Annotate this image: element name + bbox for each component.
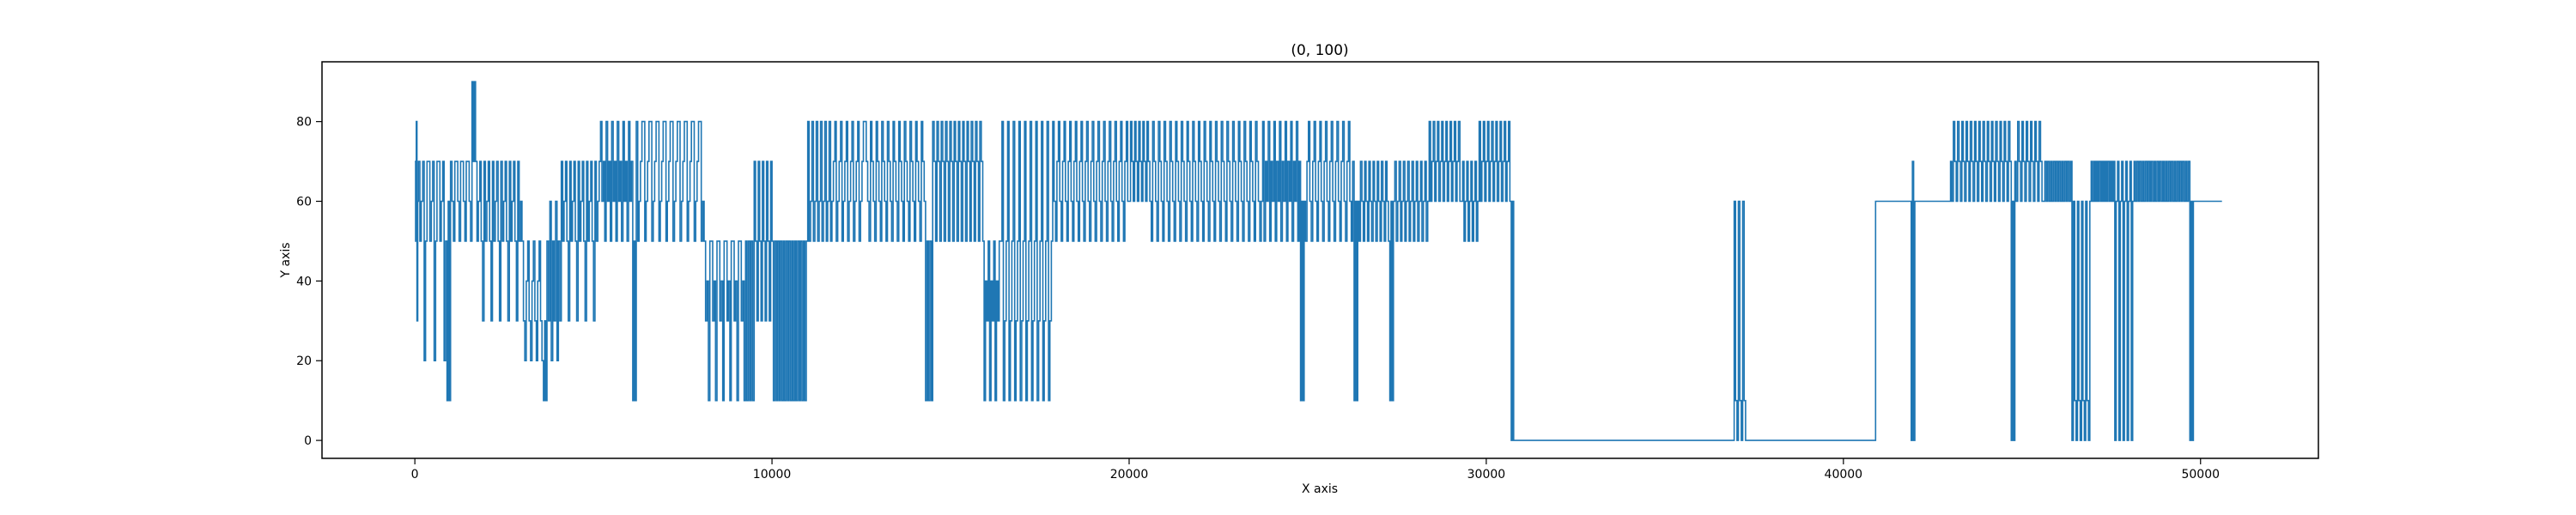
x-axis-ticks: 0 10000 20000 30000 40000 50000 bbox=[411, 458, 2220, 482]
y-tick-label: 60 bbox=[296, 196, 312, 209]
chart-title: (0, 100) bbox=[1291, 42, 1348, 59]
plot-frame bbox=[321, 61, 2319, 459]
y-tick-label: 40 bbox=[296, 275, 312, 288]
x-axis-label: X axis bbox=[1302, 482, 1338, 496]
y-tick-label: 80 bbox=[296, 116, 312, 130]
x-tick-label: 30000 bbox=[1467, 468, 1506, 482]
y-tick-label: 0 bbox=[304, 434, 312, 448]
y-axis-label: Y axis bbox=[279, 242, 293, 278]
x-tick-label: 50000 bbox=[2181, 468, 2220, 482]
x-tick-label: 20000 bbox=[1110, 468, 1149, 482]
x-tick-label: 10000 bbox=[753, 468, 792, 482]
series-line bbox=[415, 81, 2222, 441]
data-series bbox=[415, 81, 2222, 441]
x-tick-label: 40000 bbox=[1825, 468, 1863, 482]
y-tick-label: 20 bbox=[296, 354, 312, 368]
y-axis-ticks: 0 20 40 60 80 bbox=[296, 116, 322, 448]
x-tick-label: 0 bbox=[411, 468, 419, 482]
